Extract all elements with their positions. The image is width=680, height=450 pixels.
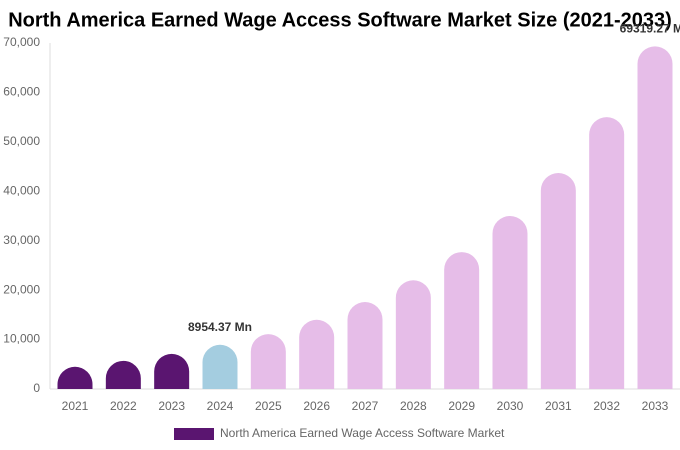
x-tick-label: 2029 xyxy=(448,399,475,413)
y-tick-label: 40,000 xyxy=(3,183,40,197)
x-tick-label: 2025 xyxy=(255,399,282,413)
bar xyxy=(637,46,673,390)
x-tick-label: 2033 xyxy=(642,399,669,413)
data-label: 69319.27 Mn xyxy=(620,22,680,36)
chart-title: North America Earned Wage Access Softwar… xyxy=(8,9,672,31)
bar xyxy=(105,360,141,389)
y-tick-label: 20,000 xyxy=(3,282,40,296)
bar xyxy=(492,216,528,389)
legend-label: North America Earned Wage Access Softwar… xyxy=(220,426,505,440)
x-tick-label: 2027 xyxy=(352,399,379,413)
y-tick-label: 50,000 xyxy=(3,134,40,148)
bar xyxy=(347,302,383,389)
data-label: 8954.37 Mn xyxy=(188,320,252,334)
bar xyxy=(589,117,625,389)
y-tick-label: 60,000 xyxy=(3,85,40,99)
bar xyxy=(299,319,335,389)
x-tick-label: 2026 xyxy=(303,399,330,413)
bar xyxy=(57,366,93,389)
x-tick-label: 2023 xyxy=(158,399,185,413)
x-tick-label: 2030 xyxy=(497,399,524,413)
x-tick-label: 2024 xyxy=(207,399,234,413)
y-tick-label: 10,000 xyxy=(3,332,40,346)
y-tick-label: 30,000 xyxy=(3,233,40,247)
bar xyxy=(395,280,431,389)
x-tick-label: 2022 xyxy=(110,399,137,413)
bar xyxy=(540,172,576,389)
bar xyxy=(154,353,190,389)
x-tick-label: 2031 xyxy=(545,399,572,413)
x-tick-label: 2021 xyxy=(62,399,89,413)
bar xyxy=(250,334,286,389)
x-tick-label: 2028 xyxy=(400,399,427,413)
y-tick-label: 70,000 xyxy=(3,35,40,49)
x-tick-label: 2032 xyxy=(593,399,620,413)
y-tick-label: 0 xyxy=(33,381,40,395)
legend-swatch xyxy=(174,428,214,440)
bar xyxy=(444,252,480,389)
bar xyxy=(202,344,238,389)
